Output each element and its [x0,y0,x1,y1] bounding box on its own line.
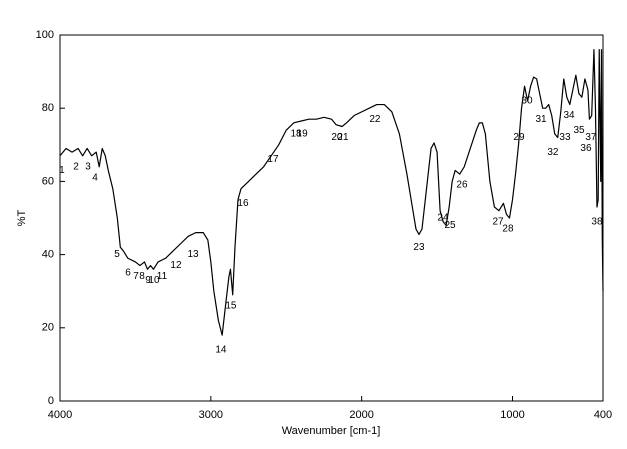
peak-label: 22 [369,114,381,125]
peak-label: 24 [437,213,449,224]
peak-label: 29 [513,132,525,143]
peak-label: 18 [290,128,302,139]
y-tick-label: 60 [42,175,54,187]
peak-label: 6 [125,268,131,279]
y-tick-label: 40 [42,249,54,261]
peak-label: 38 [591,216,603,227]
peak-label: 17 [267,154,279,165]
peak-label: 26 [456,180,468,191]
x-tick-label: 2000 [349,409,373,421]
y-tick-label: 80 [42,102,54,114]
peak-label: 15 [225,300,237,311]
peak-label: 19 [297,128,309,139]
peak-label: 1 [59,165,65,176]
peak-label: 13 [187,249,199,260]
peak-label: 28 [502,224,514,235]
peak-label: 30 [521,96,533,107]
peak-label: 37 [585,132,597,143]
peak-label: 5 [114,249,120,260]
peak-label: 11 [157,271,168,282]
peak-label: 35 [573,125,585,136]
x-tick-label: 1000 [500,409,524,421]
y-tick-label: 0 [48,395,54,407]
peak-label: 3 [85,161,91,172]
peak-label: 8 [139,271,145,282]
peak-label: 7 [133,271,139,282]
peak-label: 21 [337,132,349,143]
peak-label: 2 [73,161,79,172]
peak-label: 10 [148,275,160,286]
peak-label: 9 [145,275,151,286]
y-tick-label: 100 [36,29,54,41]
x-tick-label: 4000 [48,409,72,421]
x-tick-label: 3000 [199,409,223,421]
peak-label: 32 [547,147,559,158]
peak-label: 14 [215,344,227,355]
x-tick-label: 400 [594,409,612,421]
peak-label: 36 [580,143,592,154]
peak-label: 16 [237,198,249,209]
peak-label: 4 [92,172,98,183]
peak-label: 12 [170,260,182,271]
peak-label: 23 [413,242,425,253]
peak-label: 31 [535,114,547,125]
y-tick-label: 20 [42,322,54,334]
plot-frame [59,34,604,402]
x-axis-title: Wavenumber [cm-1] [282,425,381,437]
peak-label: 25 [444,220,456,231]
spectrum-line [59,49,604,336]
peak-label: 33 [559,132,571,143]
y-axis-title: %T [16,209,28,226]
peak-label: 34 [564,110,576,121]
peak-label: 27 [492,216,504,227]
peak-label: 20 [331,132,343,143]
